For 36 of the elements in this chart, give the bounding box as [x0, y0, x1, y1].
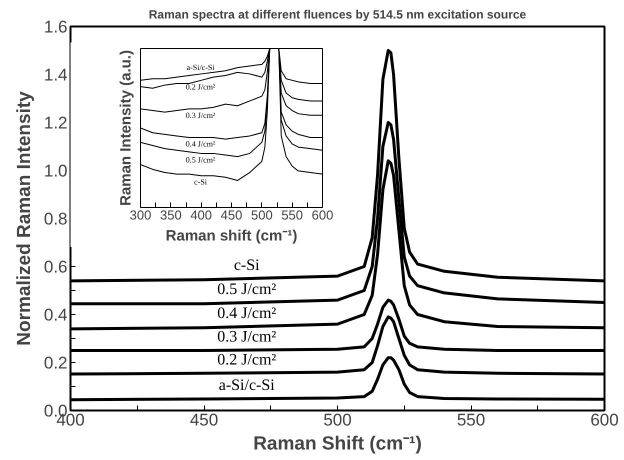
- y-tick-label: 0.8: [44, 210, 68, 228]
- y-tick-label: 1.4: [44, 66, 68, 84]
- series-label: 0.5 J/cm²: [186, 155, 216, 164]
- x-tick-label: 600: [590, 410, 619, 430]
- series-label: 0.5 J/cm²: [217, 280, 276, 298]
- series-label: 0.2 J/cm²: [217, 351, 276, 368]
- x-tick-label: 500: [323, 410, 352, 430]
- series-label: c-Si: [234, 256, 260, 274]
- series-label: 0.4 J/cm²: [217, 304, 276, 322]
- y-tick-label: 0.4: [44, 306, 68, 324]
- series-label: 0.2 J/cm²: [186, 82, 216, 92]
- y-tick-label: 0.6: [44, 258, 68, 276]
- x-tick-label: 300: [130, 208, 152, 222]
- x-tick-label: 550: [456, 410, 486, 430]
- y-tick-label: 1.0: [44, 162, 68, 180]
- series-label: 0.3 J/cm²: [186, 110, 216, 120]
- x-axis-title: Raman shift (cm⁻¹): [166, 228, 298, 244]
- series-label: a-Si/c-Si: [186, 63, 216, 72]
- series-label: a-Si/c-Si: [218, 377, 276, 394]
- chart-title: Raman spectra at different fluences by 514.5 nm excitation source: [148, 8, 527, 22]
- series-label: 0.4 J/cm²: [186, 139, 216, 148]
- y-tick-label: 0.2: [44, 354, 68, 372]
- y-axis-title: Raman Intensity (a.u.): [118, 50, 134, 206]
- y-tick-label: 1.2: [44, 114, 68, 132]
- x-tick-label: 550: [281, 208, 304, 222]
- x-tick-label: 500: [250, 208, 273, 222]
- x-tick-label: 600: [312, 208, 334, 222]
- x-tick-label: 450: [220, 208, 242, 222]
- x-tick-label: 450: [190, 410, 218, 430]
- y-axis-title: Normalized Raman Intensity: [14, 90, 35, 346]
- y-tick-label: 1.6: [44, 18, 68, 36]
- x-axis-title: Raman Shift (cm⁻¹): [253, 434, 422, 454]
- series-label: c-Si: [194, 178, 208, 187]
- x-tick-label: 350: [160, 208, 182, 222]
- series-label: 0.3 J/cm²: [217, 328, 276, 346]
- x-tick-label: 400: [190, 208, 212, 222]
